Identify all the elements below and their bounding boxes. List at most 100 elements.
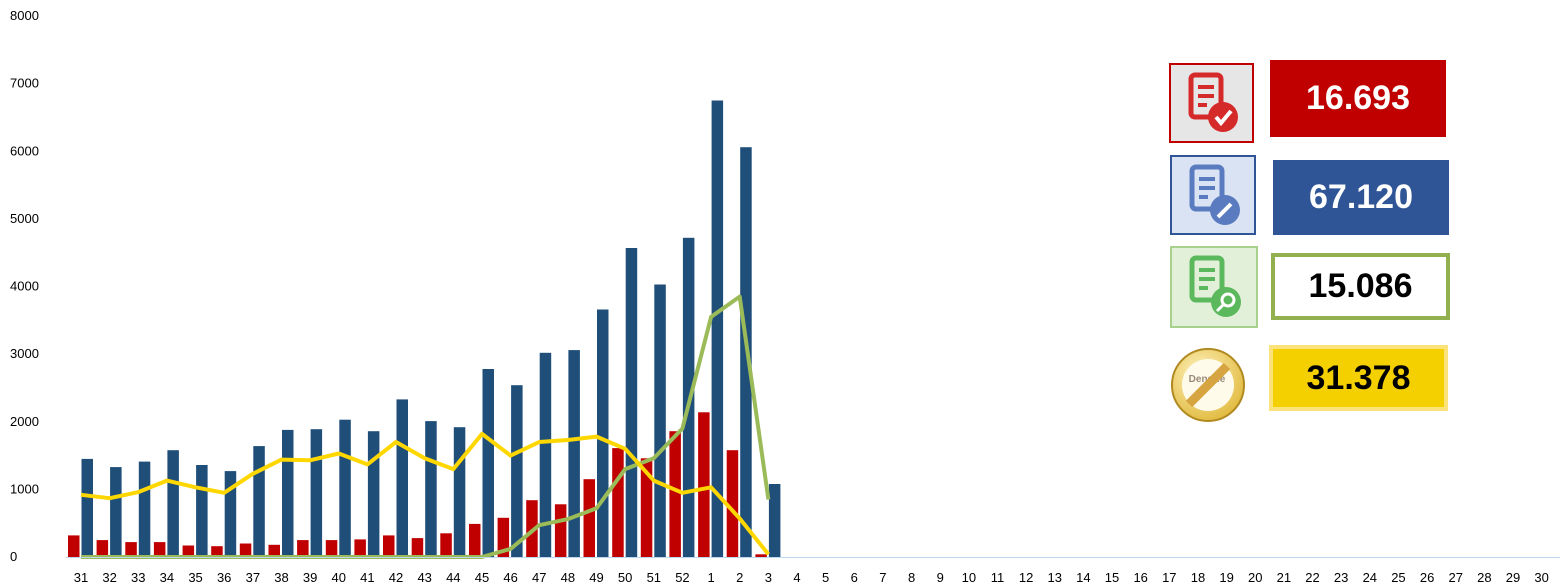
x-tick-label: 2 (736, 570, 743, 585)
x-tick-label: 5 (822, 570, 829, 585)
bar-blue (253, 446, 265, 557)
bar-red (411, 538, 424, 557)
y-axis-ticks: 0 1000 2000 3000 4000 5000 6000 7000 8000 (10, 8, 39, 564)
x-tick-label: 25 (1391, 570, 1405, 585)
y-tick-label: 5000 (10, 211, 39, 226)
x-tick-label: 48 (561, 570, 575, 585)
x-axis-ticks: 31 32 33 34 35 36 37 38 39 40 41 42 43 44 45 46 47 48 49 50… (74, 570, 1549, 585)
x-tick-label: 46 (503, 570, 517, 585)
x-tick-label: 50 (618, 570, 632, 585)
y-tick-label: 3000 (10, 346, 39, 361)
bar-red (755, 554, 767, 557)
x-tick-label: 34 (160, 570, 174, 585)
x-tick-label: 17 (1162, 570, 1176, 585)
bar-blue (654, 284, 666, 557)
x-tick-label: 52 (675, 570, 689, 585)
bar-blue (310, 429, 323, 557)
bar-red (354, 539, 366, 557)
x-tick-label: 20 (1248, 570, 1262, 585)
x-tick-label: 12 (1019, 570, 1033, 585)
x-tick-label: 49 (589, 570, 603, 585)
card-value-red: 16.693 (1270, 60, 1446, 137)
x-tick-label: 40 (332, 570, 346, 585)
bars (68, 100, 781, 558)
bar-blue (625, 248, 638, 557)
bar-red (612, 448, 624, 557)
x-tick-label: 47 (532, 570, 546, 585)
x-tick-label: 18 (1191, 570, 1205, 585)
bar-blue (138, 461, 151, 557)
y-tick-label: 1000 (10, 481, 39, 496)
card-value-blue: 67.120 (1273, 160, 1449, 235)
bar-red (239, 543, 252, 557)
y-tick-label: 0 (10, 549, 17, 564)
bar-red (125, 542, 137, 557)
x-tick-label: 26 (1420, 570, 1434, 585)
bar-red (526, 500, 538, 557)
bar-red (211, 546, 223, 557)
y-tick-label: 6000 (10, 143, 39, 158)
bar-blue (367, 431, 380, 557)
bar-blue (511, 385, 523, 557)
x-tick-label: 19 (1219, 570, 1233, 585)
x-tick-label: 9 (937, 570, 944, 585)
bar-blue (339, 419, 351, 557)
bar-blue (453, 427, 466, 557)
bar-red (497, 517, 510, 557)
dengue-prohibited-icon: Dengue (1169, 346, 1249, 424)
x-tick-label: 29 (1506, 570, 1520, 585)
x-tick-label: 44 (446, 570, 460, 585)
card-value-green: 15.086 (1271, 253, 1450, 320)
bar-blue (282, 429, 294, 557)
bar-blue (482, 369, 494, 557)
x-tick-label: 22 (1305, 570, 1319, 585)
x-tick-label: 51 (647, 570, 661, 585)
report-check-icon (1169, 63, 1254, 143)
y-tick-label: 2000 (10, 414, 39, 429)
x-tick-label: 10 (962, 570, 976, 585)
bar-red (68, 535, 80, 557)
x-tick-label: 30 (1534, 570, 1548, 585)
x-tick-label: 37 (246, 570, 260, 585)
x-tick-label: 42 (389, 570, 403, 585)
x-tick-label: 24 (1363, 570, 1377, 585)
bar-red (383, 535, 395, 557)
bar-blue (539, 352, 552, 557)
bar-red (182, 545, 195, 557)
x-tick-label: 8 (908, 570, 915, 585)
y-tick-label: 4000 (10, 279, 39, 294)
line-yellow (80, 431, 770, 556)
bar-blue (81, 458, 93, 557)
x-tick-label: 13 (1048, 570, 1062, 585)
bar-blue (224, 471, 237, 557)
x-tick-label: 39 (303, 570, 317, 585)
bar-red (96, 540, 109, 557)
card-value-yellow: 31.378 (1269, 345, 1448, 411)
x-tick-label: 43 (417, 570, 431, 585)
bar-blue (196, 465, 208, 557)
x-tick-label: 7 (879, 570, 886, 585)
bar-red (268, 544, 280, 557)
x-tick-label: 33 (131, 570, 145, 585)
bar-blue (396, 399, 408, 557)
bar-blue (110, 467, 122, 557)
x-tick-label: 1 (707, 570, 714, 585)
bar-blue (768, 484, 781, 557)
bar-red (640, 458, 653, 557)
bar-red (469, 523, 481, 557)
x-tick-label: 32 (102, 570, 116, 585)
x-tick-label: 36 (217, 570, 231, 585)
bar-blue (711, 100, 724, 557)
x-tick-label: 31 (74, 570, 88, 585)
report-edit-icon (1170, 155, 1256, 235)
x-tick-label: 28 (1477, 570, 1491, 585)
bar-red (325, 540, 338, 557)
bar-red (669, 431, 681, 557)
x-tick-label: 14 (1076, 570, 1090, 585)
bar-blue (167, 450, 179, 557)
x-tick-label: 6 (851, 570, 858, 585)
x-tick-label: 23 (1334, 570, 1348, 585)
report-search-icon (1170, 246, 1258, 328)
x-tick-label: 41 (360, 570, 374, 585)
y-tick-label: 7000 (10, 76, 39, 91)
